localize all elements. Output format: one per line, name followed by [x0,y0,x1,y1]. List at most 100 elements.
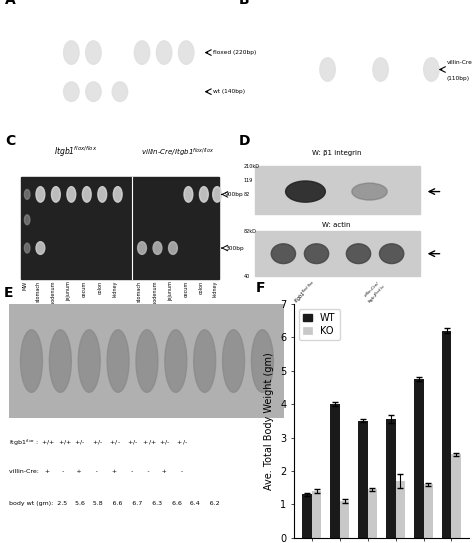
Text: colon: colon [97,281,102,294]
Text: 300bp: 300bp [225,245,244,250]
Text: (110bp): (110bp) [447,76,470,81]
Ellipse shape [352,183,387,200]
Ellipse shape [222,330,245,393]
Text: villin-Cre/
Itgb1$^{flox/flox}$: villin-Cre/ Itgb1$^{flox/flox}$ [362,279,390,307]
Text: floxed (220bp): floxed (220bp) [213,50,256,55]
Text: F: F [255,281,265,295]
Ellipse shape [179,41,194,64]
Ellipse shape [137,242,146,254]
Ellipse shape [86,82,101,102]
Bar [255,166,420,214]
Text: W: actin: W: actin [322,222,351,228]
Text: E: E [4,286,13,300]
Text: jejunum: jejunum [66,281,71,300]
Bar [367,489,377,538]
Bar [302,494,311,538]
Text: 40: 40 [244,274,250,279]
Ellipse shape [113,187,122,202]
Bar [396,481,405,538]
Text: C: C [5,134,15,148]
Ellipse shape [136,330,158,393]
Ellipse shape [67,187,76,202]
Text: cecum: cecum [82,281,87,297]
Text: 900bp: 900bp [225,192,244,197]
Bar [311,491,321,538]
Text: 82kD: 82kD [244,229,256,233]
Ellipse shape [134,41,150,64]
Ellipse shape [271,244,295,263]
Ellipse shape [107,330,129,393]
Ellipse shape [169,242,177,254]
Ellipse shape [153,242,162,254]
Text: duodenum: duodenum [51,281,56,307]
Text: B: B [239,0,250,7]
Ellipse shape [424,58,439,81]
Text: Itgb1$^{flox}$ :  +/+  +/+  +/-    +/-    +/-    +/-   +/+  +/-    +/-: Itgb1$^{flox}$ : +/+ +/+ +/- +/- +/- +/-… [9,437,189,447]
Y-axis label: Ave. Total Body Weight (gm): Ave. Total Body Weight (gm) [264,352,274,490]
Bar [414,379,424,538]
Text: duodenum: duodenum [153,281,157,307]
Text: kidney: kidney [113,281,118,297]
Text: MW: MW [18,119,31,125]
Bar [442,331,452,538]
Text: 119: 119 [244,178,253,183]
Text: MW: MW [248,122,261,128]
Text: 82: 82 [244,192,250,197]
Ellipse shape [286,181,325,202]
Ellipse shape [64,41,79,64]
Ellipse shape [64,82,79,102]
Ellipse shape [49,330,71,393]
Ellipse shape [165,330,187,393]
Ellipse shape [52,187,60,202]
Ellipse shape [82,187,91,202]
Bar [339,501,349,538]
Ellipse shape [380,244,404,263]
Text: villin-Cre: villin-Cre [447,60,473,66]
Text: wt (140bp): wt (140bp) [213,89,245,94]
Ellipse shape [346,244,371,263]
Ellipse shape [320,58,335,81]
Ellipse shape [24,215,30,225]
Bar [255,231,420,276]
Text: stomach: stomach [137,281,142,302]
Text: Itgb1$^{flox/flox}$: Itgb1$^{flox/flox}$ [292,279,319,306]
Text: body wt (gm):  2.5    5.6    5.8     6.6     6.7     6.3     6.6    6.4     6.2: body wt (gm): 2.5 5.6 5.8 6.6 6.7 6.3 6.… [9,501,220,506]
Ellipse shape [184,187,193,202]
Bar [358,421,367,538]
Text: A: A [5,0,16,7]
Ellipse shape [200,187,208,202]
Text: kidney: kidney [212,281,217,297]
Text: villin-Cre/Itgb1$^{flox/flox}$: villin-Cre/Itgb1$^{flox/flox}$ [141,147,214,159]
Ellipse shape [24,243,30,253]
Text: jejunum: jejunum [168,281,173,300]
Ellipse shape [98,187,107,202]
Text: W: β1 integrin: W: β1 integrin [311,150,361,156]
Legend: WT, KO: WT, KO [299,309,339,339]
Bar [452,454,461,538]
Ellipse shape [36,242,45,254]
Bar [330,404,339,538]
Ellipse shape [36,187,45,202]
Text: villin-Cre:   +      -      +       -       +       -       -      +       -: villin-Cre: + - + - + - - + - [9,469,183,474]
Ellipse shape [86,41,101,64]
Text: colon: colon [199,281,204,294]
Ellipse shape [24,190,30,199]
Text: stomach: stomach [36,281,40,302]
Bar [20,178,219,279]
Ellipse shape [304,244,328,263]
Text: cecum: cecum [183,281,188,297]
Ellipse shape [20,330,43,393]
Text: Itgb1$^{flox/flox}$: Itgb1$^{flox/flox}$ [54,144,97,159]
Bar [424,484,433,538]
Ellipse shape [213,187,221,202]
Ellipse shape [194,330,216,393]
Ellipse shape [251,330,273,393]
Text: D: D [239,134,251,148]
Ellipse shape [112,82,128,102]
Ellipse shape [78,330,100,393]
Text: 210kD: 210kD [244,163,260,169]
Ellipse shape [373,58,388,81]
Bar [386,419,396,538]
Ellipse shape [156,41,172,64]
Text: MW: MW [22,281,27,289]
